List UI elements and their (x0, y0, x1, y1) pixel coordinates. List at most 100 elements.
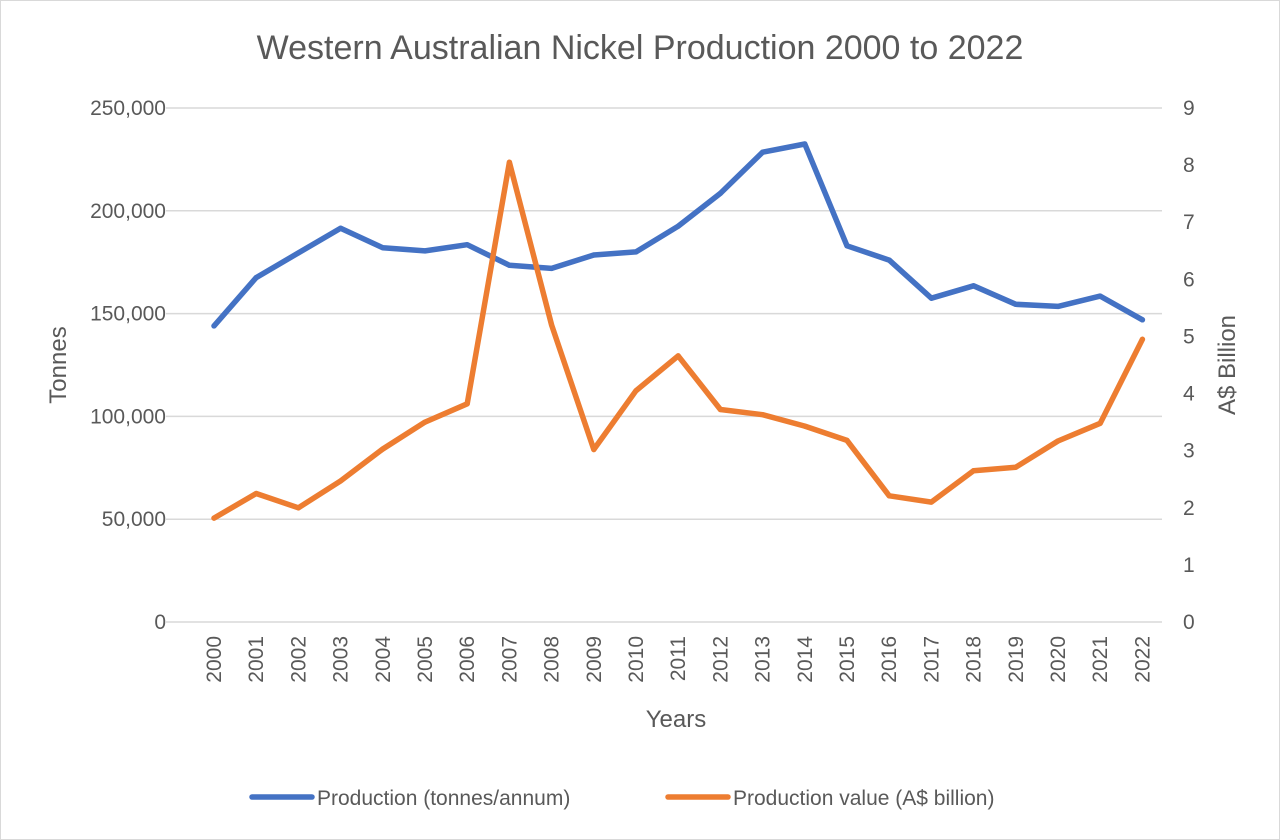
y2-tick-label: 6 (1183, 268, 1195, 291)
y-axis-right-ticks: 0 1 2 3 4 5 6 7 8 9 (1183, 97, 1195, 634)
data-point-production-value (295, 505, 301, 511)
data-point-production-value (760, 412, 766, 418)
x-tick-label: 2000 (203, 636, 226, 683)
x-tick-label: 2011 (667, 636, 690, 681)
y-axis-right-title: A$ Billion (1214, 315, 1241, 415)
data-point-production (802, 141, 808, 147)
data-point-production-value (675, 353, 681, 359)
y2-tick-label: 4 (1183, 383, 1195, 406)
x-tick-label: 2012 (709, 636, 732, 683)
x-axis-ticks: 2000 2001 2002 2003 2004 2005 2006 2007 2008 2009… (203, 636, 1154, 683)
data-point-production (422, 248, 428, 254)
y2-tick-label: 9 (1183, 97, 1195, 120)
data-point-production (675, 223, 681, 229)
data-point-production-value (1097, 420, 1103, 426)
data-point-production-value (886, 493, 892, 499)
y2-tick-label: 3 (1183, 440, 1195, 463)
data-point-production-value (1013, 464, 1019, 470)
data-point-production (1013, 301, 1019, 307)
x-tick-label: 2007 (498, 636, 521, 683)
data-point-production (844, 243, 850, 249)
y2-tick-label: 7 (1183, 211, 1195, 234)
data-point-production-value (633, 388, 639, 394)
x-tick-label: 2008 (541, 636, 564, 683)
legend-label-production: Production (tonnes/annum) (317, 787, 570, 810)
y-tick-label: 250,000 (90, 97, 166, 120)
data-point-production-value (549, 322, 555, 328)
data-point-production-value (211, 515, 217, 521)
legend: Production (tonnes/annum) Production val… (249, 787, 994, 810)
data-point-production (464, 242, 470, 248)
x-tick-label: 2021 (1089, 636, 1112, 683)
y-tick-label: 50,000 (102, 508, 166, 531)
x-tick-label: 2004 (372, 636, 395, 683)
data-point-production (633, 249, 639, 255)
data-point-production (253, 275, 259, 281)
y2-tick-label: 1 (1183, 554, 1195, 577)
legend-label-production-value: Production value (A$ billion) (733, 787, 994, 810)
x-tick-label: 2014 (794, 636, 817, 683)
data-point-production (760, 149, 766, 155)
series-line-production (211, 141, 1146, 329)
x-tick-label: 2022 (1131, 636, 1154, 683)
data-point-production (506, 262, 512, 268)
data-point-production (549, 265, 555, 271)
y-tick-label: 0 (154, 611, 166, 634)
data-point-production (591, 252, 597, 258)
x-tick-label: 2019 (1005, 636, 1028, 683)
x-tick-label: 2003 (330, 636, 353, 683)
data-point-production-value (717, 406, 724, 413)
x-tick-label: 2009 (583, 636, 606, 683)
data-point-production-value (253, 490, 259, 497)
y2-tick-label: 2 (1183, 497, 1195, 520)
x-tick-label: 2001 (245, 636, 268, 683)
y-tick-label: 200,000 (90, 200, 166, 223)
data-point-production-value (928, 499, 935, 505)
data-point-production (971, 283, 977, 289)
data-point-production-value (802, 423, 808, 429)
series-line-production-value (211, 159, 1146, 521)
data-point-production (380, 245, 386, 251)
x-tick-label: 2017 (920, 636, 943, 683)
data-point-production (717, 190, 724, 196)
y-tick-label: 100,000 (90, 405, 166, 428)
y-axis-left-title: Tonnes (45, 326, 72, 403)
data-point-production (211, 323, 217, 329)
x-axis-title: Years (646, 706, 707, 733)
data-point-production (295, 250, 301, 256)
data-point-production-value (380, 446, 386, 452)
data-point-production (338, 225, 344, 231)
x-tick-label: 2013 (752, 636, 775, 683)
x-tick-label: 2020 (1047, 636, 1070, 683)
gridlines (166, 107, 1162, 623)
data-point-production-value (464, 401, 470, 407)
data-point-production (886, 257, 892, 263)
data-point-production (1139, 317, 1145, 323)
x-tick-label: 2016 (878, 636, 901, 683)
data-point-production-value (971, 468, 977, 474)
chart-title: Western Australian Nickel Production 200… (257, 29, 1024, 67)
x-tick-label: 2015 (836, 636, 859, 683)
data-point-production (928, 295, 935, 301)
x-tick-label: 2002 (287, 636, 310, 683)
x-tick-label: 2006 (456, 636, 479, 683)
data-point-production (1055, 303, 1061, 310)
x-tick-label: 2018 (963, 636, 986, 683)
y-axis-left-ticks: 0 50,000 100,000 150,000 200,000 250,000 (90, 97, 166, 634)
data-point-production-value (506, 159, 512, 165)
data-point-production-value (422, 419, 428, 425)
data-point-production-value (844, 437, 850, 443)
y2-tick-label: 8 (1183, 154, 1195, 177)
x-tick-label: 2010 (625, 636, 648, 683)
y2-tick-label: 0 (1183, 611, 1195, 634)
data-point-production-value (1139, 336, 1145, 342)
data-point-production-value (591, 446, 597, 453)
data-point-production-value (1055, 438, 1061, 444)
data-point-production (1097, 293, 1103, 299)
series-lines (211, 141, 1146, 521)
y2-tick-label: 5 (1183, 325, 1195, 348)
y-tick-label: 150,000 (90, 303, 166, 326)
data-point-production-value (338, 478, 344, 484)
